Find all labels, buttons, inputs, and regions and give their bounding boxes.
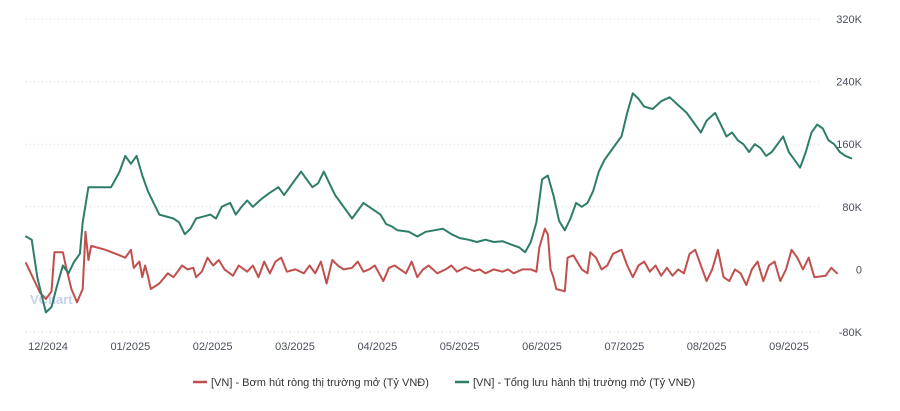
x-tick-label: 09/2025 — [769, 341, 809, 353]
series-lines — [25, 92, 853, 314]
legend-label: [VN] - Tổng lưu hành thị trường mở (Tỷ V… — [473, 377, 695, 389]
x-tick-label: 01/2025 — [110, 341, 150, 353]
y-tick-label: 240K — [836, 77, 862, 89]
x-tick-label: 06/2025 — [522, 341, 562, 353]
y-axis-ticks: 320K 240K 160K 80K 0 -80K — [836, 14, 862, 339]
y-tick-label: 320K — [836, 14, 862, 26]
x-tick-label: 05/2025 — [440, 341, 480, 353]
legend-item-2[interactable]: [VN] - Tổng lưu hành thị trường mở (Tỷ V… — [455, 377, 695, 389]
legend-label: [VN] - Bơm hút ròng thị trường mở (Tỷ VN… — [211, 377, 429, 389]
x-tick-label: 02/2025 — [193, 341, 233, 353]
y-tick-label: -80K — [839, 327, 863, 339]
y-tick-label: 80K — [842, 202, 862, 214]
legend[interactable]: [VN] - Bơm hút ròng thị trường mở (Tỷ VN… — [193, 377, 695, 389]
y-tick-label: 0 — [856, 264, 862, 276]
series-line-2 — [25, 92, 853, 314]
x-tick-label: 12/2024 — [28, 341, 68, 353]
series-line-1 — [25, 227, 838, 304]
x-tick-label: 08/2025 — [687, 341, 727, 353]
x-tick-label: 07/2025 — [604, 341, 644, 353]
grid-lines — [26, 18, 820, 333]
x-axis-ticks: 12/2024 01/2025 02/2025 03/2025 04/2025 05/20… — [28, 341, 809, 353]
legend-item-1[interactable]: [VN] - Bơm hút ròng thị trường mở (Tỷ VN… — [193, 377, 429, 389]
y-tick-label: 160K — [836, 139, 862, 151]
x-tick-label: 04/2025 — [357, 341, 397, 353]
x-tick-label: 03/2025 — [275, 341, 315, 353]
